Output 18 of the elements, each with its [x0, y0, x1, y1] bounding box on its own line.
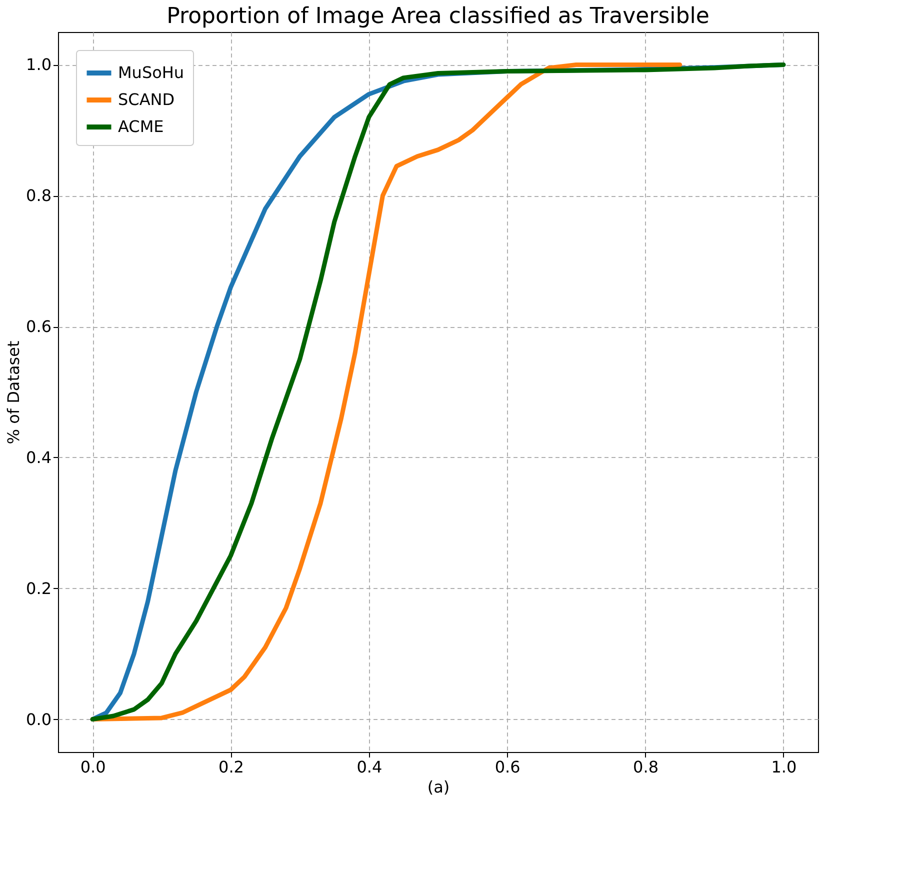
- legend-label: MuSoHu: [118, 63, 184, 82]
- y-axis-title: % of Dataset: [4, 340, 24, 444]
- x-tick-label: 0.4: [356, 758, 382, 776]
- y-tick-label: 0.4: [26, 448, 52, 467]
- x-tick-label: 0.2: [218, 758, 244, 776]
- x-tick-label: 1.0: [771, 758, 797, 776]
- y-tick-label: 0.2: [26, 578, 52, 598]
- chart-title: Proportion of Image Area classified as Traversible: [166, 4, 710, 29]
- legend-label: SCAND: [118, 90, 175, 109]
- y-tick-label: 1.0: [26, 55, 52, 74]
- y-tick-label: 0.6: [26, 317, 52, 336]
- x-tick-label: 0.0: [80, 758, 106, 776]
- legend-label: ACME: [118, 117, 164, 136]
- x-tick-label: 0.6: [494, 758, 520, 776]
- x-tick-label: 0.8: [633, 758, 658, 776]
- y-tick-label: 0.0: [26, 710, 52, 729]
- y-tick-label: 0.8: [26, 186, 52, 206]
- x-axis-title: (a): [427, 778, 450, 796]
